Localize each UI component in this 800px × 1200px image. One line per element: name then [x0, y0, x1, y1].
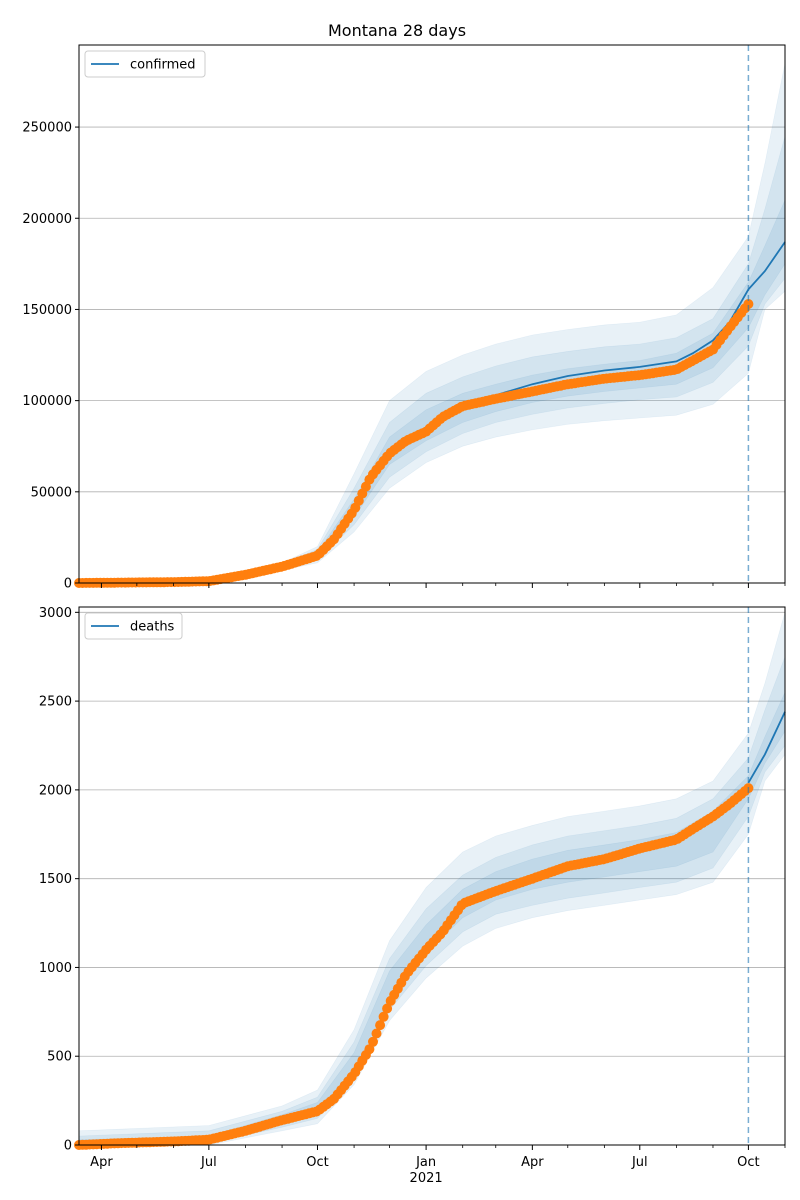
observed-point — [364, 1044, 375, 1055]
outer-band — [78, 63, 786, 584]
x-tick-label: Jul — [200, 1155, 217, 1170]
y-tick-label: 50000 — [31, 485, 72, 500]
y-tick-label: 0 — [64, 1139, 72, 1154]
y-tick-label: 100000 — [22, 394, 72, 409]
x-tick-label: Jan — [415, 1155, 436, 1170]
observed-point — [368, 1036, 378, 1047]
y-tick-label: 500 — [47, 1050, 72, 1065]
observed-point — [382, 1003, 393, 1014]
x-tick-label: Jul — [631, 1155, 648, 1170]
legend-box — [84, 50, 206, 78]
y-tick-label: 2500 — [39, 695, 72, 710]
axes-frame — [78, 606, 786, 1146]
confirmed-panel: 0 50000 100000 150000 200000 250000 confirmed — [22, 44, 786, 592]
axes-frame — [78, 44, 786, 584]
x-tick-label: Oct — [737, 1155, 759, 1170]
observed-point — [371, 1028, 382, 1039]
y-tick-label: 1000 — [39, 961, 72, 976]
x-year-label: 2021 — [410, 1171, 443, 1186]
observed-point — [743, 299, 754, 309]
y-tick-label: 250000 — [22, 121, 72, 136]
deaths-panel: 0 500 1000 1500 2000 2500 3000 Apr Jul Oct Jan Apr J… — [39, 606, 786, 1186]
x-tick-label: Oct — [306, 1155, 328, 1170]
x-tick-label: Apr — [521, 1155, 544, 1170]
observed-point — [375, 1020, 386, 1031]
y-tick-label: 1500 — [39, 872, 72, 887]
fit-line — [747, 711, 786, 784]
legend-box — [84, 612, 183, 640]
observed-series — [74, 783, 754, 1150]
y-tick-label: 0 — [64, 577, 72, 592]
y-tick-label: 2000 — [39, 783, 72, 798]
y-tick-label: 200000 — [22, 212, 72, 227]
y-tick-label: 150000 — [22, 303, 72, 318]
x-tick-label: Apr — [90, 1155, 113, 1170]
legend-label: confirmed — [130, 58, 196, 73]
legend-label: deaths — [130, 620, 175, 635]
chart-title: Montana 28 days — [328, 21, 466, 40]
observed-point — [378, 1011, 389, 1022]
y-tick-label: 3000 — [39, 606, 72, 621]
